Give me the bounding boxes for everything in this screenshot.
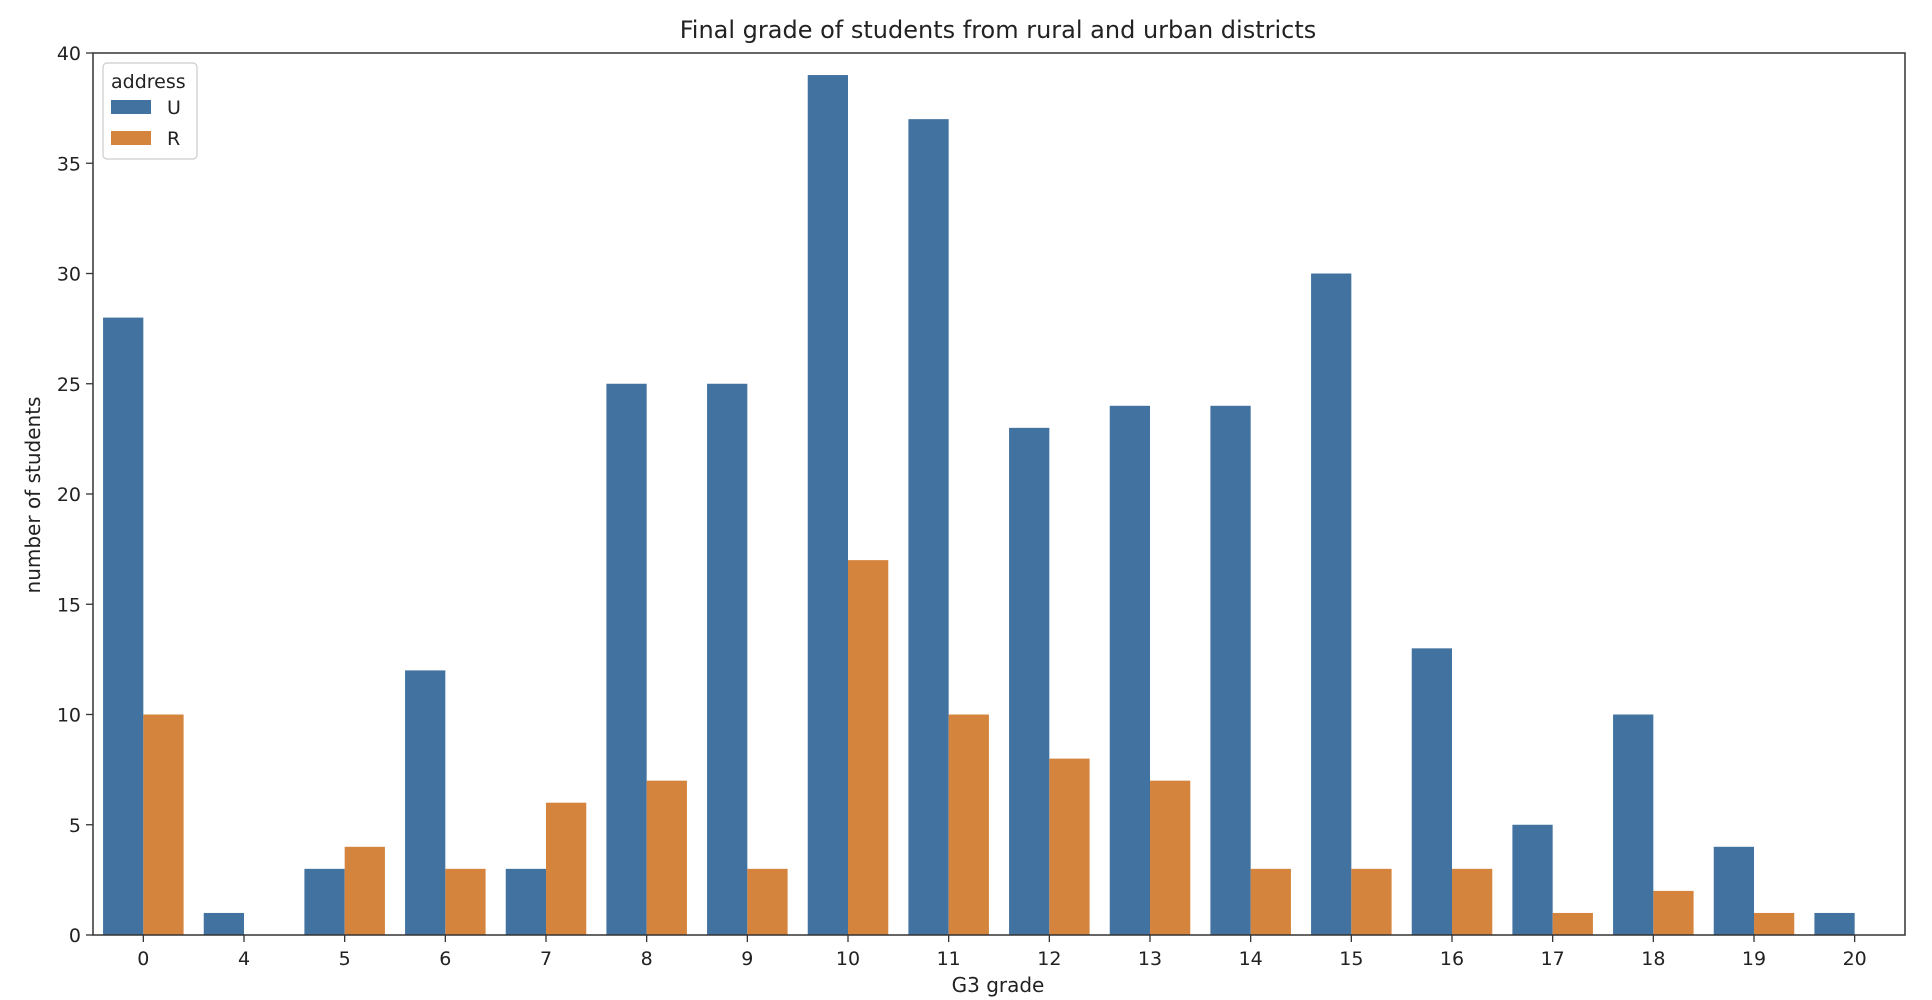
x-tick-label: 18 [1641,948,1665,970]
x-tick-label: 15 [1339,948,1363,970]
bar-U-13 [1109,405,1150,935]
bar-U-5 [304,868,345,935]
legend-swatch-U [111,100,151,114]
bar-R-5 [344,846,385,935]
x-tick-label: 9 [741,948,753,970]
bar-U-15 [1311,273,1352,935]
x-tick-label: 19 [1742,948,1766,970]
bars-group [103,75,1855,936]
bar-R-15 [1351,868,1392,935]
bar-R-17 [1552,912,1593,935]
x-tick-label: 8 [641,948,653,970]
x-tick-label: 11 [937,948,961,970]
bar-U-9 [707,383,748,935]
x-tick-label: 16 [1440,948,1464,970]
y-tick-label: 15 [57,594,81,616]
bar-R-14 [1250,868,1291,935]
y-tick-label: 10 [57,705,81,727]
y-tick-label: 35 [57,153,81,175]
x-tick-label: 20 [1843,948,1867,970]
x-tick-label: 13 [1138,948,1162,970]
bar-R-9 [747,868,788,935]
bar-R-12 [1049,758,1090,935]
x-tick-label: 6 [439,948,451,970]
x-tick-label: 10 [836,948,860,970]
bar-R-13 [1150,780,1191,935]
y-axis-label: number of students [21,397,45,594]
bar-R-0 [143,714,184,935]
bar-U-12 [1009,427,1050,935]
y-tick-label: 0 [69,925,81,947]
x-axis-label: G3 grade [952,973,1045,997]
bar-U-10 [807,75,848,936]
y-axis: 0 5 10 15 20 25 30 35 40 [57,43,93,947]
bar-U-4 [203,912,244,935]
bar-R-8 [646,780,687,935]
x-tick-label: 14 [1239,948,1263,970]
x-axis: 0 4 5 6 7 8 9 10 11 12 13 14 15 16 17 18 19 20 [137,935,1867,970]
x-tick-label: 0 [137,948,149,970]
y-tick-label: 20 [57,484,81,506]
x-tick-label: 5 [339,948,351,970]
bar-R-10 [848,560,889,935]
bar-U-0 [103,317,144,936]
bar-U-18 [1613,714,1654,935]
bar-U-6 [405,670,446,935]
legend-label-U: U [167,97,181,119]
bar-R-11 [948,714,989,935]
bar-U-11 [908,119,949,935]
y-tick-label: 25 [57,374,81,396]
bar-R-18 [1653,890,1694,935]
x-tick-label: 4 [238,948,250,970]
bar-U-17 [1512,824,1553,935]
bar-U-16 [1411,648,1452,935]
y-tick-label: 5 [69,815,81,837]
bar-U-19 [1713,846,1754,935]
legend: address UR [102,62,198,160]
bar-R-6 [445,868,486,935]
x-tick-label: 12 [1037,948,1061,970]
legend-swatch-R [111,131,151,145]
x-tick-label: 17 [1541,948,1565,970]
bar-U-14 [1210,405,1251,935]
x-tick-label: 7 [540,948,552,970]
bar-U-7 [505,868,546,935]
chart-title: Final grade of students from rural and u… [680,16,1317,44]
bar-U-8 [606,383,647,935]
bar-R-16 [1452,868,1493,935]
y-tick-label: 40 [57,43,81,65]
bar-R-19 [1754,912,1795,935]
plot-frame [92,52,1906,936]
y-tick-label: 30 [57,264,81,286]
bar-R-7 [546,802,587,935]
legend-label-R: R [167,128,180,150]
legend-title: address [111,71,186,93]
bar-U-20 [1814,912,1855,935]
